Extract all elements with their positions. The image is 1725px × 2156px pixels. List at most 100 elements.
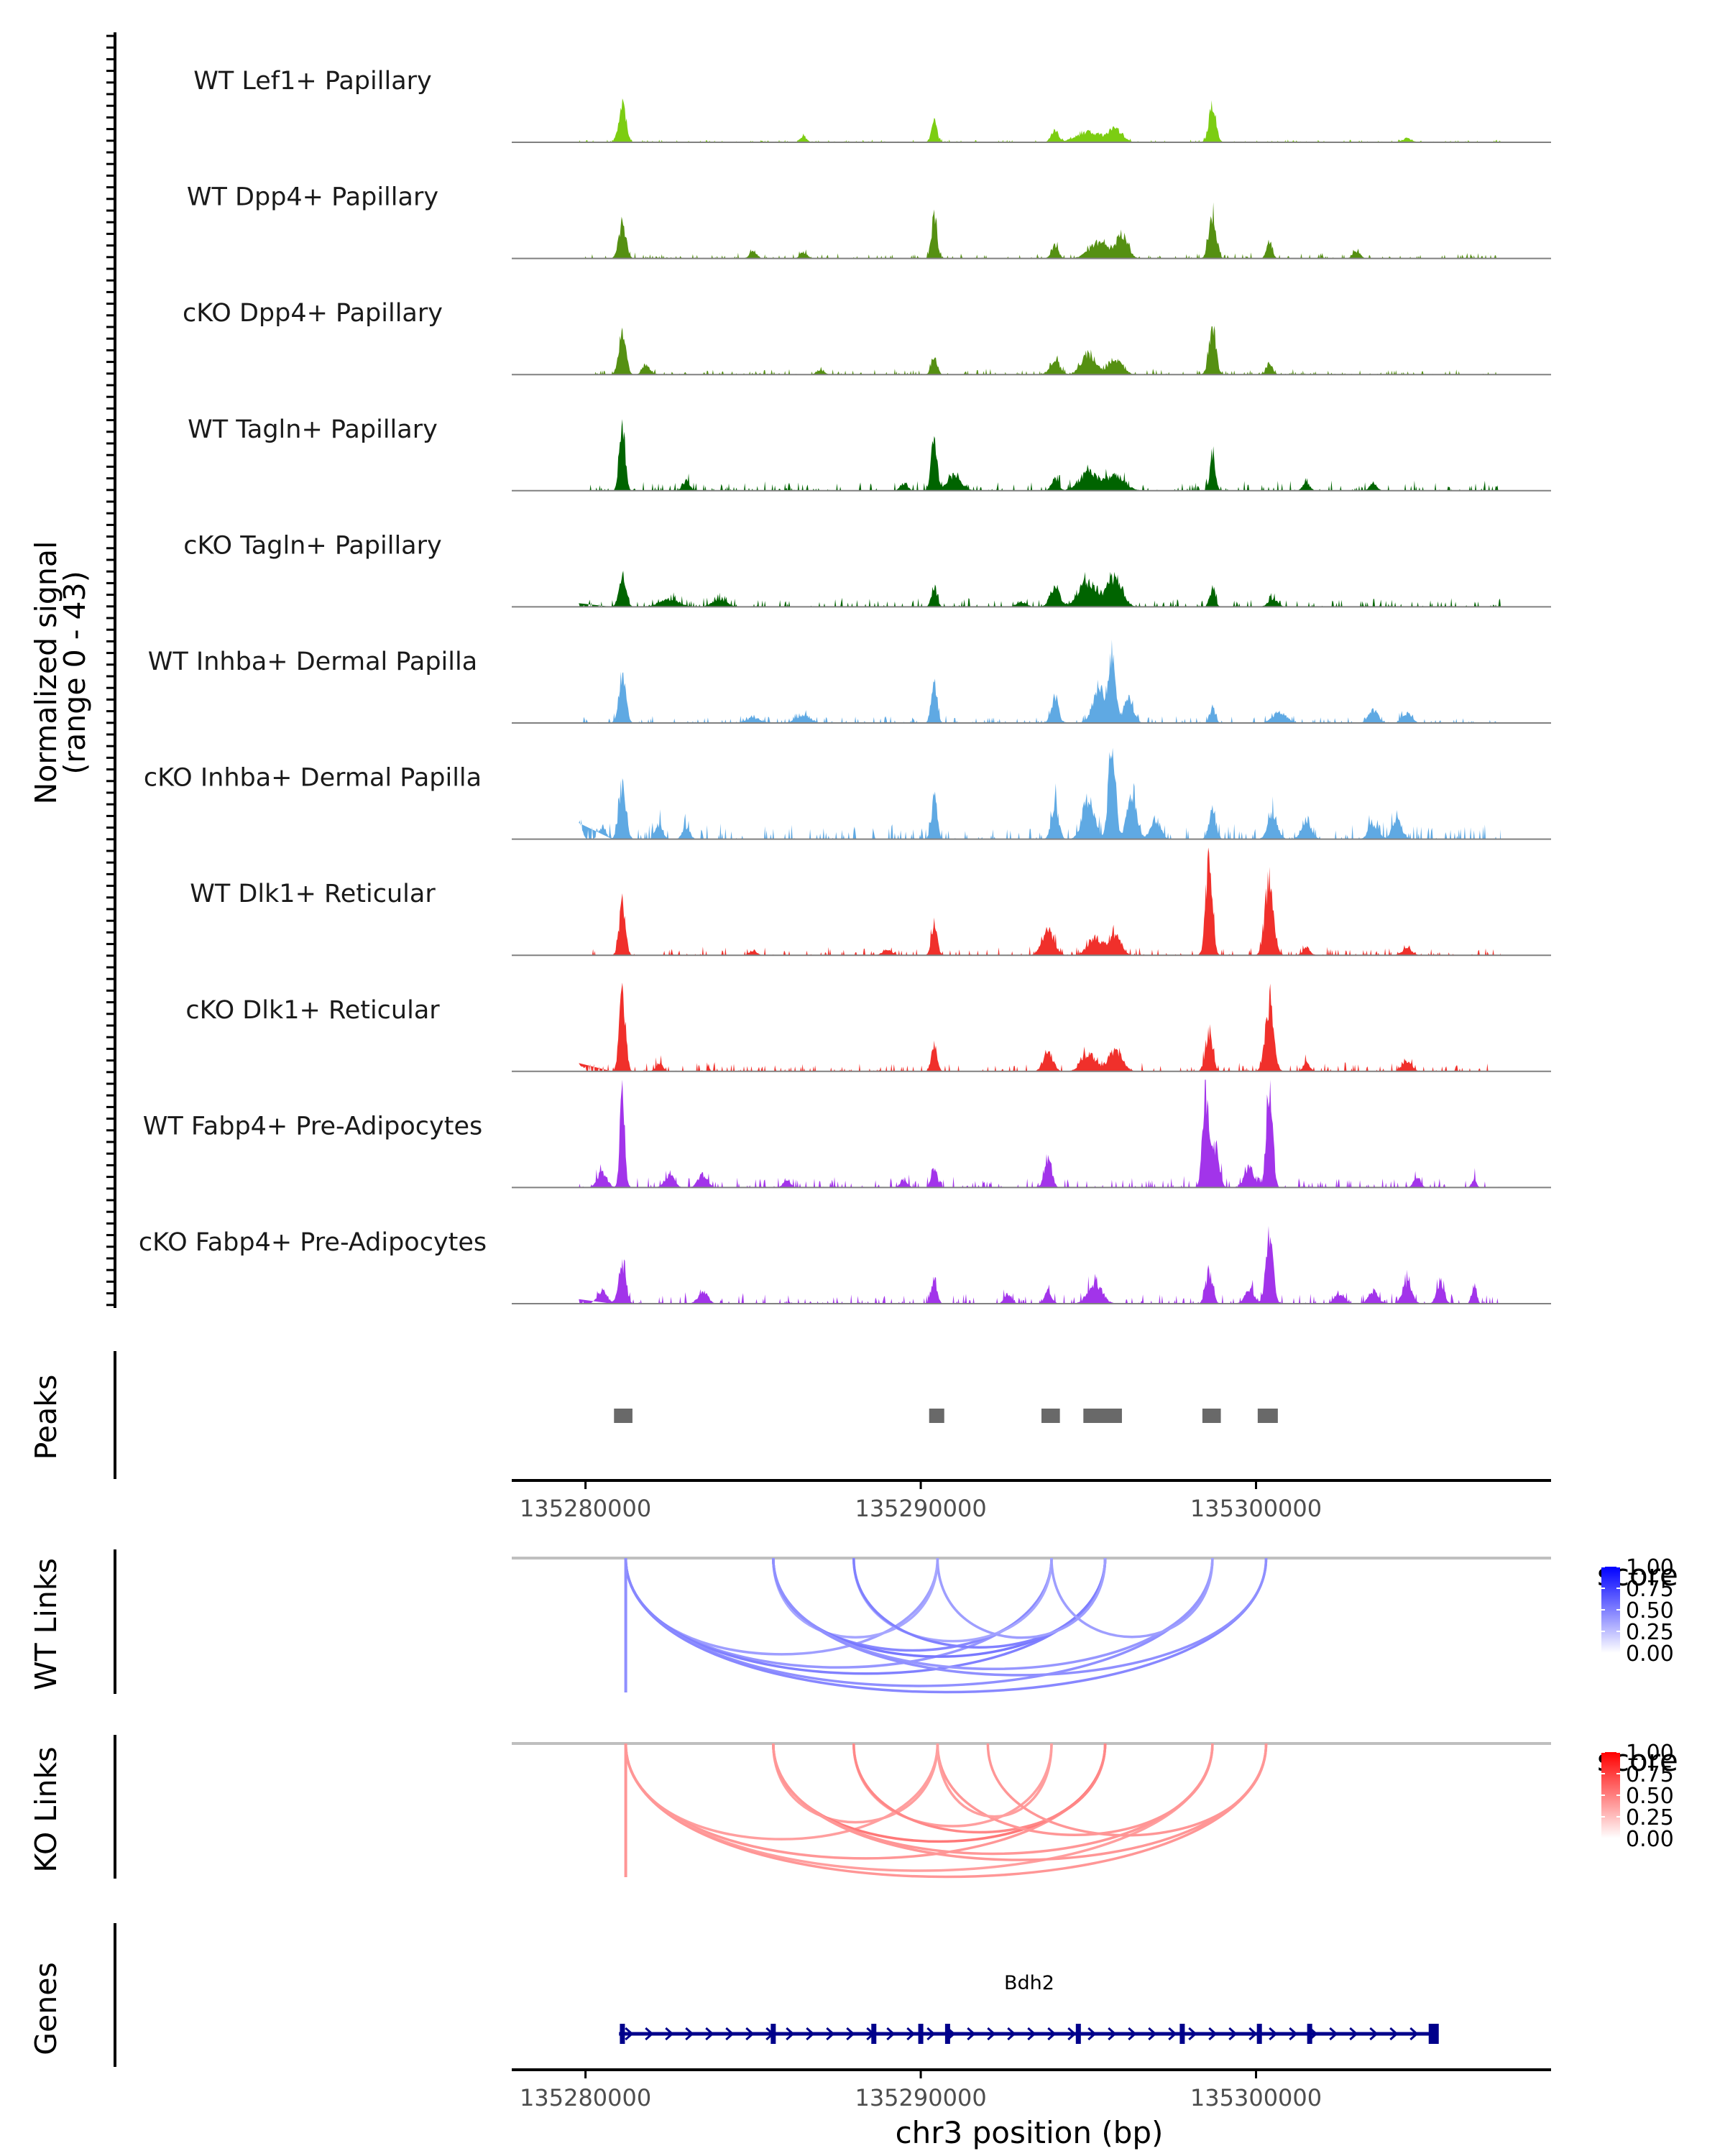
strand-arrow: [786, 2027, 795, 2041]
coverage-y-axis-title: Normalized signal (range 0 - 43): [29, 541, 92, 805]
track-label: WT Fabp4+ Pre-Adipocytes: [143, 1112, 482, 1141]
coverage-area: [579, 747, 1501, 839]
gene-name-label: Bdh2: [1004, 1972, 1054, 1994]
link-arc: [624, 1557, 1107, 1675]
legend-tick-label: 0.75: [1626, 1577, 1674, 1602]
strand-arrow: [1228, 2027, 1238, 2041]
track-label: WT Lef1+ Papillary: [193, 67, 432, 96]
coverage-area: [579, 571, 1501, 607]
legend-tick-label: 0.00: [1626, 1641, 1674, 1667]
strand-arrow: [1389, 2027, 1399, 2041]
coverage-area: [579, 98, 1501, 142]
strand-arrow: [625, 2027, 634, 2041]
x-lower-tick-label: 135280000: [520, 2084, 651, 2111]
gene-exon: [944, 2024, 950, 2044]
strand-arrow: [1188, 2027, 1197, 2041]
strand-arrow: [1027, 2027, 1036, 2041]
strand-arrow: [846, 2027, 855, 2041]
strand-arrow: [1289, 2027, 1298, 2041]
strand-arrow: [1168, 2027, 1177, 2041]
gene-exon: [1428, 2024, 1439, 2044]
coverage-area: [579, 419, 1501, 491]
link-arc: [936, 1743, 1053, 1818]
strand-arrow: [1409, 2027, 1419, 2041]
strand-arrow: [1007, 2027, 1016, 2041]
coverage-area: [579, 1079, 1501, 1188]
link-arc: [852, 1557, 1053, 1643]
legend-tick-label: 0.25: [1626, 1805, 1674, 1830]
link-arc: [986, 1743, 1268, 1837]
strand-arrow: [1349, 2027, 1358, 2041]
gene-exon: [871, 2024, 877, 2044]
strand-arrow: [967, 2027, 976, 2041]
peak-region: [1083, 1409, 1122, 1423]
track-label: cKO Dlk1+ Reticular: [185, 996, 440, 1025]
gene-exon: [1307, 2024, 1312, 2044]
strand-arrow: [645, 2027, 654, 2041]
strand-arrow: [1369, 2027, 1379, 2041]
coverage-area: [579, 326, 1501, 375]
link-arc: [852, 1743, 1107, 1834]
coverage-area: [579, 1225, 1501, 1304]
strand-arrow: [1208, 2027, 1218, 2041]
gene-exon: [1256, 2024, 1262, 2044]
legend-tick-label: 0.25: [1626, 1620, 1674, 1645]
peak-region: [929, 1409, 944, 1423]
coverage-panel: WT Lef1+ Papillary WT Dpp4+ Papillary cKO …: [106, 32, 1551, 1308]
link-arc: [1050, 1557, 1214, 1639]
peak-region: [1257, 1409, 1278, 1423]
track-label: cKO Inhba+ Dermal Papilla: [144, 764, 482, 793]
track-label: cKO Tagln+ Papillary: [183, 531, 442, 560]
track-label: WT Tagln+ Papillary: [188, 415, 438, 444]
legend-tick-label: 1.00: [1626, 1741, 1674, 1766]
wt-links-panel: WT Links score 1.000.750.500.250.00: [29, 1549, 1678, 1694]
link-arc: [624, 1557, 939, 1656]
legend-tick-label: 0.50: [1626, 1598, 1674, 1623]
strand-arrow: [1047, 2027, 1057, 2041]
strand-arrow: [1128, 2027, 1137, 2041]
peak-region: [614, 1409, 632, 1423]
strand-arrow: [725, 2027, 735, 2041]
track-label: cKO Fabp4+ Pre-Adipocytes: [139, 1228, 487, 1257]
gene-exon: [1075, 2024, 1081, 2044]
coverage-area: [579, 202, 1501, 259]
link-arc: [624, 1743, 1107, 1860]
coverage-y-label-line2: (range 0 - 43): [58, 571, 92, 774]
wt-links-track-label: WT Links: [29, 1558, 63, 1690]
strand-arrow: [665, 2027, 674, 2041]
x-axis-lower: chr3 position (bp) 135280000 135290000 135…: [512, 2068, 1551, 2150]
link-arc: [772, 1743, 939, 1824]
link-arc: [624, 1743, 1268, 1879]
track-label: WT Dpp4+ Papillary: [187, 183, 438, 212]
gene-exon: [770, 2024, 776, 2044]
gene-exon: [918, 2024, 924, 2044]
strand-arrow: [987, 2027, 996, 2041]
strand-arrow: [826, 2027, 835, 2041]
coverage-area: [579, 982, 1501, 1072]
x-axis-title: chr3 position (bp): [896, 2115, 1164, 2150]
peak-region: [1041, 1409, 1060, 1423]
strand-arrow: [1269, 2027, 1278, 2041]
genes-panel: Genes Bdh2: [29, 1923, 1439, 2067]
legend-tick-label: 1.00: [1626, 1555, 1674, 1580]
x-upper-tick-label: 135300000: [1190, 1495, 1322, 1522]
strand-arrow: [926, 2027, 936, 2041]
x-upper-tick-label: 135290000: [855, 1495, 986, 1522]
link-arc: [852, 1743, 1053, 1828]
legend-tick-label: 0.00: [1626, 1827, 1674, 1852]
peaks-track-label: Peaks: [29, 1375, 63, 1460]
gene-exon: [1179, 2024, 1185, 2044]
strand-arrow: [685, 2027, 694, 2041]
track-label: cKO Dpp4+ Papillary: [183, 299, 443, 328]
coverage-area: [579, 847, 1501, 956]
x-axis-upper: 135280000 135290000 135300000: [512, 1479, 1551, 1522]
link-arc: [852, 1557, 1107, 1649]
link-arc: [936, 1743, 1214, 1836]
gene-exon: [620, 2024, 625, 2044]
legend-tick-label: 0.50: [1626, 1784, 1674, 1809]
strand-arrow: [1108, 2027, 1117, 2041]
track-label: WT Dlk1+ Reticular: [190, 880, 436, 908]
strand-arrow: [1329, 2027, 1338, 2041]
x-upper-tick-label: 135280000: [520, 1495, 651, 1522]
